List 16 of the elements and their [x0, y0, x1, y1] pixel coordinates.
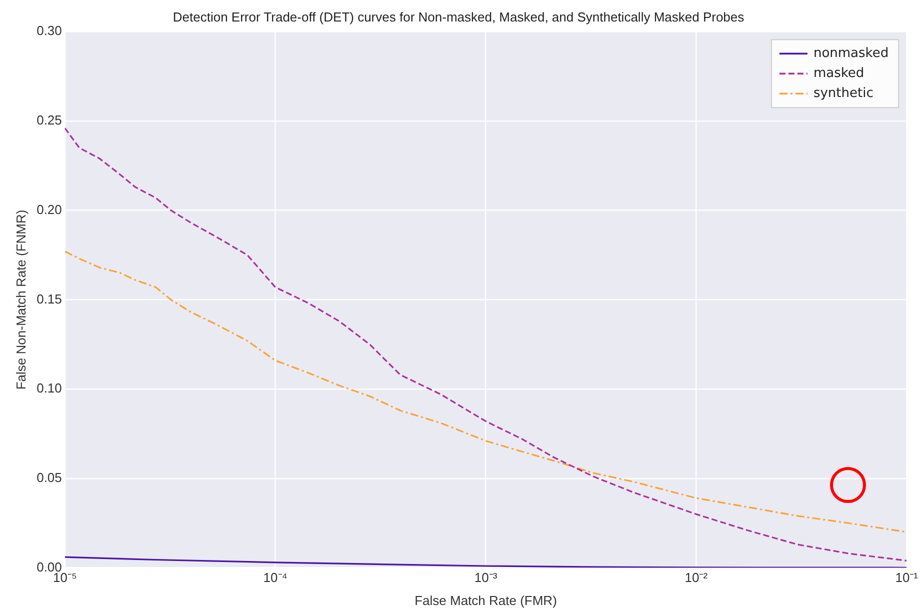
y-tick-label: 0.30: [36, 23, 62, 38]
x-axis-title: False Match Rate (FMR): [414, 592, 557, 608]
chart-title: Detection Error Trade-off (DET) curves for Non-masked, Masked, and Synthetically Masked Probes: [172, 9, 745, 24]
y-tick-label: 0.10: [36, 380, 62, 396]
y-tick-label: 0.15: [36, 291, 62, 306]
x-tick-label: 10⁻¹: [895, 570, 919, 586]
x-tick-label: 10⁻⁴: [263, 570, 288, 586]
y-axis-title: False Non-Match Rate (FNMR): [13, 210, 28, 390]
legend-label: nonmasked: [813, 46, 889, 61]
x-tick-label: 10⁻²: [684, 570, 708, 586]
x-tick-label: 10⁻³: [474, 570, 498, 586]
y-tick-label: 0.05: [36, 470, 62, 486]
y-tick-label: 0.20: [36, 202, 62, 217]
legend-label: masked: [813, 66, 864, 81]
legend-label: synthetic: [813, 86, 874, 101]
y-tick-label: 0.25: [36, 112, 62, 128]
